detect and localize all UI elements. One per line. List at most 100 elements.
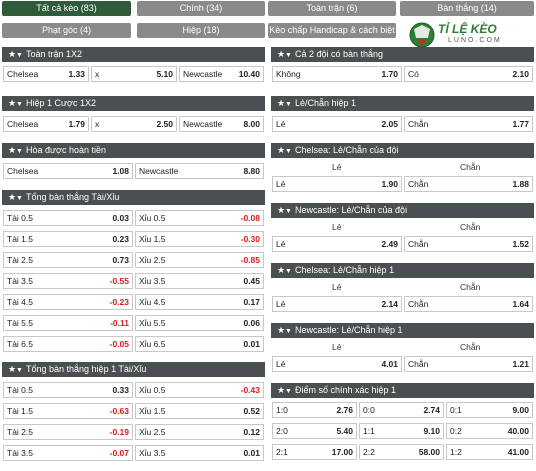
fulltime-1x2-header[interactable]: ★▼ Toàn trận 1X2 [2, 47, 265, 62]
btts-yes[interactable]: Có 2.10 [404, 66, 533, 82]
chelsea-oe-h1-header[interactable]: ★▼ Chelsea: Lẻ/Chẵn hiệp 1 [271, 263, 534, 278]
caret-down-icon[interactable]: ▼ [285, 101, 292, 108]
newcastle-oe-h1-sub-odd: Lẻ [332, 342, 342, 352]
newcastle-oe-h1-header[interactable]: ★▼ Newcastle: Lẻ/Chẵn hiệp 1 [271, 323, 534, 338]
star-icon[interactable]: ★ [8, 145, 17, 155]
half1-away[interactable]: Newcastle 8.00 [179, 116, 264, 132]
star-icon[interactable]: ★ [277, 98, 286, 108]
score-1-2[interactable]: 1:2 41.00 [446, 444, 533, 460]
tab-goals[interactable]: Bàn thắng (14) [400, 1, 534, 16]
total-goals-header[interactable]: ★▼ Tổng bàn thắng Tài/Xỉu [2, 190, 265, 205]
total-over-4[interactable]: Tài 4.5 -0.23 [3, 294, 133, 310]
chelsea-oe-header[interactable]: ★▼ Chelsea: Lẻ/Chẵn của đội [271, 143, 534, 158]
half1-over-2[interactable]: Tài 2.5 -0.19 [3, 424, 133, 440]
chelsea-oe-even-odds: 1.88 [512, 179, 529, 189]
total-over-0[interactable]: Tài 0.5 0.03 [3, 210, 133, 226]
correct-score-h1-header[interactable]: ★▼ Điểm số chính xác hiệp 1 [271, 383, 534, 398]
newcastle-oe-even[interactable]: Chẵn 1.52 [404, 236, 533, 252]
caret-down-icon[interactable]: ▼ [285, 52, 292, 59]
total-under-2[interactable]: Xỉu 2.5 -0.85 [135, 252, 264, 268]
chelsea-oe-h1-odd[interactable]: Lẻ 2.14 [272, 296, 402, 312]
total-under-3[interactable]: Xỉu 3.5 0.45 [135, 273, 264, 289]
total-over-3[interactable]: Tài 3.5 -0.55 [3, 273, 133, 289]
score-2-2[interactable]: 2:2 58.00 [359, 444, 444, 460]
score-1-0[interactable]: 1:0 2.76 [272, 402, 357, 418]
btts-header[interactable]: ★▼ Cả 2 đội có bàn thắng [271, 47, 534, 62]
total-over-5[interactable]: Tài 5.5 -0.11 [3, 315, 133, 331]
tab-main[interactable]: Chính (34) [137, 1, 265, 16]
star-icon[interactable]: ★ [8, 364, 17, 374]
caret-down-icon[interactable]: ▼ [285, 388, 292, 395]
total-over-6[interactable]: Tài 6.5 -0.05 [3, 336, 133, 352]
star-icon[interactable]: ★ [277, 265, 286, 275]
half1-under-0[interactable]: Xỉu 0.5 -0.43 [135, 382, 264, 398]
total-under-0[interactable]: Xỉu 0.5 -0.08 [135, 210, 264, 226]
half1-draw[interactable]: x 2.50 [91, 116, 177, 132]
dnb-away[interactable]: Newcastle 8.80 [135, 163, 264, 179]
half1-under-3[interactable]: Xỉu 3.5 0.01 [135, 445, 264, 461]
half1-under-1[interactable]: Xỉu 1.5 0.52 [135, 403, 264, 419]
chelsea-oe-even[interactable]: Chẵn 1.88 [404, 176, 533, 192]
tab-all[interactable]: Tất cả kèo (83) [2, 1, 131, 16]
star-icon[interactable]: ★ [8, 98, 17, 108]
caret-down-icon[interactable]: ▼ [16, 52, 23, 59]
star-icon[interactable]: ★ [277, 145, 286, 155]
half1-over-0[interactable]: Tài 0.5 0.33 [3, 382, 133, 398]
score-2-0[interactable]: 2:0 5.40 [272, 423, 357, 439]
newcastle-oe-h1-even[interactable]: Chẵn 1.21 [404, 356, 533, 372]
half1-1x2-header[interactable]: ★▼ Hiệp 1 Cược 1X2 [2, 96, 265, 111]
half1-under-2[interactable]: Xỉu 2.5 0.12 [135, 424, 264, 440]
caret-down-icon[interactable]: ▼ [285, 268, 292, 275]
caret-down-icon[interactable]: ▼ [285, 208, 292, 215]
star-icon[interactable]: ★ [277, 325, 286, 335]
total-under-5[interactable]: Xỉu 5.5 0.06 [135, 315, 264, 331]
score-0-2[interactable]: 0:2 40.00 [446, 423, 533, 439]
score-1-1-odds: 9.10 [423, 426, 440, 436]
fulltime-away[interactable]: Newcastle 10.40 [179, 66, 264, 82]
half1-over-3[interactable]: Tài 3.5 -0.07 [3, 445, 133, 461]
total-under-4[interactable]: Xỉu 4.5 0.17 [135, 294, 264, 310]
half1-over-1[interactable]: Tài 1.5 -0.63 [3, 403, 133, 419]
chelsea-oe-odd[interactable]: Lẻ 1.90 [272, 176, 402, 192]
fulltime-draw[interactable]: x 5.10 [91, 66, 177, 82]
score-1-1[interactable]: 1:1 9.10 [359, 423, 444, 439]
score-2-1[interactable]: 2:1 17.00 [272, 444, 357, 460]
tab-fulltime[interactable]: Toàn trận (6) [268, 1, 396, 16]
newcastle-oe-h1-odd[interactable]: Lẻ 4.01 [272, 356, 402, 372]
oe-h1-odd[interactable]: Lẻ 2.05 [272, 116, 402, 132]
draw-no-bet-header[interactable]: ★▼ Hòa được hoàn tiền [2, 143, 265, 158]
total-under-3-label: Xỉu 3.5 [139, 276, 166, 286]
btts-no[interactable]: Không 1.70 [272, 66, 402, 82]
tab-halves[interactable]: Hiệp (18) [137, 23, 265, 38]
total-over-1[interactable]: Tài 1.5 0.23 [3, 231, 133, 247]
half1-home[interactable]: Chelsea 1.79 [3, 116, 89, 132]
star-icon[interactable]: ★ [8, 192, 17, 202]
score-0-0[interactable]: 0:0 2.74 [359, 402, 444, 418]
star-icon[interactable]: ★ [277, 49, 286, 59]
newcastle-oe-odd-label: Lẻ [276, 239, 286, 249]
caret-down-icon[interactable]: ▼ [16, 367, 23, 374]
tab-corners[interactable]: Phạt góc (4) [2, 23, 131, 38]
star-icon[interactable]: ★ [277, 205, 286, 215]
dnb-home[interactable]: Chelsea 1.08 [3, 163, 133, 179]
caret-down-icon[interactable]: ▼ [16, 101, 23, 108]
caret-down-icon[interactable]: ▼ [16, 148, 23, 155]
chelsea-oe-h1-even[interactable]: Chẵn 1.64 [404, 296, 533, 312]
half1-total-header[interactable]: ★▼ Tổng bàn thắng hiệp 1 Tài/Xỉu [2, 362, 265, 377]
total-under-1-label: Xỉu 1.5 [139, 234, 166, 244]
caret-down-icon[interactable]: ▼ [285, 328, 292, 335]
tab-handicap[interactable]: Kèo chấp Handicap & cách biệt (5) [268, 23, 396, 50]
odd-even-h1-header[interactable]: ★▼ Lẻ/Chẵn hiệp 1 [271, 96, 534, 111]
star-icon[interactable]: ★ [277, 385, 286, 395]
newcastle-oe-header[interactable]: ★▼ Newcastle: Lẻ/Chẵn của đội [271, 203, 534, 218]
star-icon[interactable]: ★ [8, 49, 17, 59]
newcastle-oe-odd[interactable]: Lẻ 2.49 [272, 236, 402, 252]
total-under-6[interactable]: Xỉu 6.5 0.01 [135, 336, 264, 352]
caret-down-icon[interactable]: ▼ [285, 148, 292, 155]
total-over-2[interactable]: Tài 2.5 0.73 [3, 252, 133, 268]
fulltime-home[interactable]: Chelsea 1.33 [3, 66, 89, 82]
score-0-1[interactable]: 0:1 9.00 [446, 402, 533, 418]
oe-h1-even[interactable]: Chẵn 1.77 [404, 116, 533, 132]
caret-down-icon[interactable]: ▼ [16, 195, 23, 202]
total-under-1[interactable]: Xỉu 1.5 -0.30 [135, 231, 264, 247]
